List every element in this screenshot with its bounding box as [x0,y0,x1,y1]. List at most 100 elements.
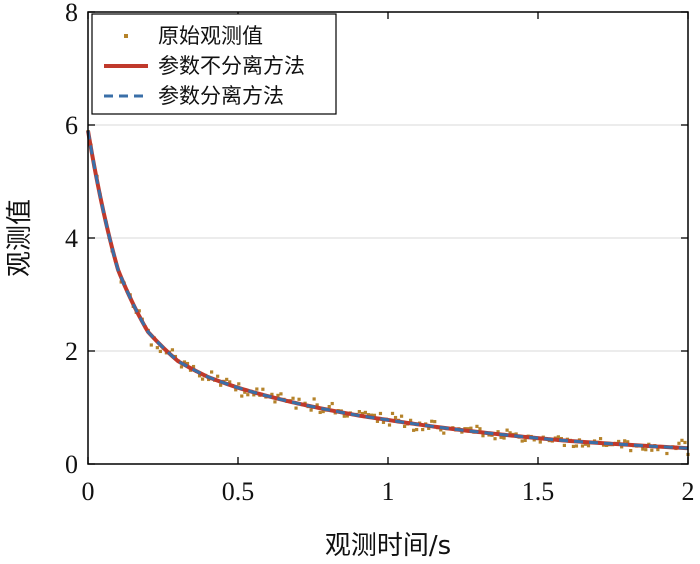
data-point [505,428,509,432]
data-point [532,438,536,442]
data-point [399,414,404,418]
data-point [620,445,624,449]
data-point [210,370,214,374]
data-point [478,427,482,431]
data-point [273,400,277,404]
data-point [330,401,334,406]
data-point [683,440,687,445]
data-point [656,447,660,452]
plot-area [86,130,690,457]
data-point [466,427,470,431]
data-point [381,420,386,424]
y-axis-label: 观测值 [5,199,35,277]
data-point [366,413,371,417]
data-point [261,387,265,391]
data-point [363,410,367,415]
data-point [191,364,196,369]
data-point [421,427,425,432]
data-point [342,414,346,418]
data-point [182,360,187,364]
data-point [309,408,313,412]
data-point [207,377,211,382]
data-point [430,419,434,423]
data-point [294,406,298,410]
data-point [255,387,259,391]
data-point [508,431,512,435]
data-point [327,404,331,409]
data-point [170,348,175,352]
data-point [412,428,416,432]
data-point [369,413,374,417]
data-point [228,380,232,384]
data-point [246,393,250,397]
y-tick-label: 0 [65,450,78,479]
data-point [291,396,295,400]
data-point [520,439,524,443]
data-point [276,393,280,398]
data-point [378,411,383,416]
y-tick-label: 2 [65,337,78,366]
data-point [279,392,283,396]
data-point [439,428,443,432]
x-tick-label: 0.5 [222,477,255,506]
data-point [574,444,579,448]
data-point [626,440,630,444]
legend-label: 参数分离方法 [158,84,284,108]
data-point [523,438,527,443]
data-point [475,424,479,428]
data-point [680,438,684,442]
data-point [650,448,654,452]
tick-marks [87,11,689,465]
data-point [158,349,162,354]
data-point [598,437,603,441]
data-point [225,377,229,381]
data-point [318,410,322,415]
data-point [415,427,419,432]
legend-label: 原始观测值 [158,24,263,48]
data-point [629,449,633,453]
data-point [155,346,159,350]
data-point [644,448,648,452]
data-point [677,441,681,445]
data-point [514,432,518,436]
data-point [197,374,202,378]
legend-marker-dot [124,34,128,38]
data-point [243,390,247,394]
data-point [237,382,241,386]
data-point [270,392,274,396]
data-point [393,415,398,420]
data-point [469,426,473,430]
data-point [665,451,669,456]
data-point [496,430,500,434]
data-point [571,444,576,449]
data-point [312,397,316,401]
data-point [200,377,205,381]
data-point [390,411,395,416]
x-tick-label: 1.5 [522,477,555,506]
data-point [179,365,184,369]
legend-label: 参数不分离方法 [158,54,305,78]
data-point [499,435,503,439]
y-tick-label: 8 [65,0,78,27]
x-tick-label: 2 [682,477,695,506]
data-point [583,442,588,446]
grid-lines [88,124,688,352]
data-point [556,435,560,439]
data-point [580,444,585,448]
data-point [372,413,377,417]
data-point [433,420,437,424]
x-axis-label: 观测时间/s [325,531,451,561]
y-tick-label: 4 [65,224,78,253]
data-point [149,343,153,347]
data-point [538,440,542,444]
y-tick-label: 6 [65,111,78,140]
data-point [502,436,506,440]
data-point [219,383,223,387]
data-point [185,361,190,366]
data-point [623,439,627,443]
data-point [234,388,238,392]
data-point [586,444,591,448]
